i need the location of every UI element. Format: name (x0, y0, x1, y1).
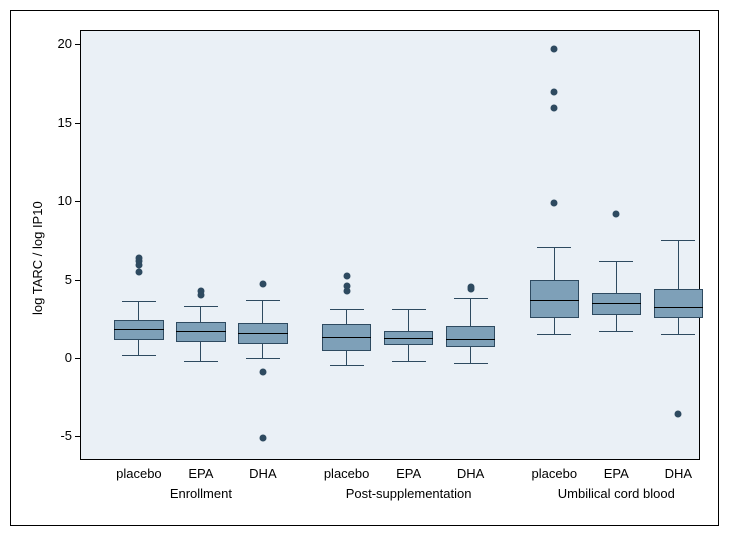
x-treatment-label: DHA (457, 466, 484, 481)
median-line (114, 329, 164, 330)
cap-lower (330, 365, 364, 366)
whisker-upper (346, 309, 347, 324)
y-tick-label: 15 (58, 115, 72, 130)
outlier-point (467, 283, 474, 290)
y-tick-mark (75, 436, 80, 437)
outlier-point (343, 273, 350, 280)
y-tick-mark (75, 201, 80, 202)
median-line (322, 337, 372, 338)
x-treatment-label: DHA (665, 466, 692, 481)
whisker-lower (200, 342, 201, 361)
median-line (384, 338, 434, 339)
y-tick-label: 0 (65, 350, 72, 365)
y-axis-title: log TARC / log IP10 (30, 201, 45, 315)
y-tick-label: -5 (60, 428, 72, 443)
whisker-lower (408, 345, 409, 361)
cap-lower (392, 361, 426, 362)
median-line (446, 339, 496, 340)
cap-upper (661, 240, 695, 241)
whisker-upper (200, 306, 201, 322)
whisker-lower (470, 347, 471, 363)
cap-upper (330, 309, 364, 310)
y-tick-label: 5 (65, 272, 72, 287)
cap-upper (392, 309, 426, 310)
median-line (654, 307, 704, 308)
whisker-upper (262, 300, 263, 324)
y-tick-label: 20 (58, 36, 72, 51)
cap-upper (246, 300, 280, 301)
cap-lower (246, 358, 280, 359)
cap-upper (184, 306, 218, 307)
x-treatment-label: DHA (249, 466, 276, 481)
outlier-point (259, 281, 266, 288)
x-treatment-label: placebo (532, 466, 578, 481)
cap-lower (599, 331, 633, 332)
cap-upper (599, 261, 633, 262)
cap-lower (122, 355, 156, 356)
whisker-upper (678, 240, 679, 289)
cap-upper (122, 301, 156, 302)
cap-lower (537, 334, 571, 335)
cap-upper (537, 247, 571, 248)
whisker-lower (346, 351, 347, 365)
x-group-label: Post-supplementation (346, 486, 472, 501)
whisker-upper (616, 261, 617, 293)
outlier-point (675, 411, 682, 418)
whisker-upper (470, 298, 471, 325)
x-treatment-label: placebo (324, 466, 370, 481)
plot-area (80, 30, 700, 460)
median-line (238, 333, 288, 334)
box (446, 326, 496, 347)
whisker-upper (554, 247, 555, 279)
cap-upper (454, 298, 488, 299)
outlier-point (551, 200, 558, 207)
outlier-point (259, 435, 266, 442)
whisker-upper (408, 309, 409, 330)
whisker-lower (262, 344, 263, 358)
cap-lower (454, 363, 488, 364)
outlier-point (135, 268, 142, 275)
box (654, 289, 704, 318)
median-line (176, 331, 226, 332)
whisker-lower (554, 318, 555, 334)
box (530, 280, 580, 318)
outlier-point (343, 282, 350, 289)
x-treatment-label: EPA (396, 466, 421, 481)
chart-canvas: -5 0 5 10 15 20 log TARC / log IP10 placebo EPA D… (0, 0, 729, 536)
median-line (530, 300, 580, 301)
outlier-point (613, 210, 620, 217)
median-line (592, 303, 642, 304)
y-tick-mark (75, 358, 80, 359)
outlier-point (551, 104, 558, 111)
x-treatment-label: placebo (116, 466, 162, 481)
cap-lower (184, 361, 218, 362)
outlier-point (551, 45, 558, 52)
box (114, 320, 164, 340)
x-group-label: Enrollment (170, 486, 232, 501)
whisker-lower (678, 318, 679, 334)
y-tick-mark (75, 123, 80, 124)
whisker-upper (138, 301, 139, 320)
whisker-lower (138, 340, 139, 355)
x-treatment-label: EPA (604, 466, 629, 481)
outlier-point (135, 255, 142, 262)
y-tick-label: 10 (58, 193, 72, 208)
outlier-point (259, 369, 266, 376)
cap-lower (661, 334, 695, 335)
y-tick-mark (75, 280, 80, 281)
y-tick-mark (75, 44, 80, 45)
x-treatment-label: EPA (188, 466, 213, 481)
x-group-label: Umbilical cord blood (558, 486, 675, 501)
whisker-lower (616, 315, 617, 331)
outlier-point (551, 88, 558, 95)
outlier-point (197, 287, 204, 294)
